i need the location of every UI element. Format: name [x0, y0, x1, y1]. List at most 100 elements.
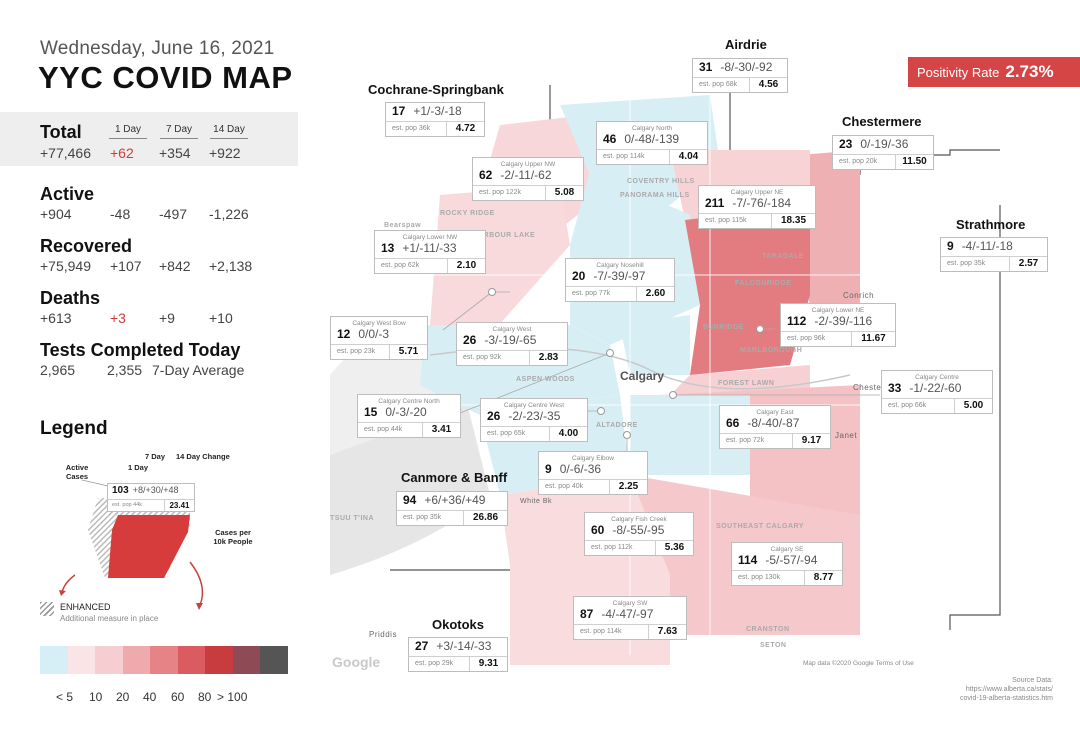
map-label: MARLBOROUGH — [740, 347, 803, 354]
map-label: Janet — [835, 431, 858, 440]
card-change: -4/-11/-18 — [961, 239, 1013, 253]
region-marker[interactable] — [488, 288, 496, 296]
card-calgary-west-bow[interactable]: Calgary West Bow 12 0/0/-3 est. pop 23k 5.… — [330, 316, 428, 360]
card-rate: 26.86 — [463, 511, 507, 525]
total-14day: +922 — [209, 145, 241, 161]
map-attribution[interactable]: Map data ©2020 Google Terms of Use — [803, 660, 914, 667]
card-calgary-centre-north[interactable]: Calgary Centre North 15 0/-3/-20 est. pop… — [357, 394, 461, 438]
card-change: 0/-48/-139 — [624, 132, 680, 146]
region-marker[interactable] — [669, 391, 677, 399]
card-cases: 33 — [888, 381, 902, 395]
card-calgary-centre-west[interactable]: Calgary Centre West 26 -2/-23/-35 est. po… — [480, 398, 588, 442]
card-name: Calgary Centre North — [378, 398, 440, 405]
card-calgary-lower-nw[interactable]: Calgary Lower NW 13 +1/-11/-33 est. pop 6… — [374, 230, 486, 274]
source-url-2[interactable]: covid-19-alberta-statistics.htm — [960, 695, 1053, 702]
card-cochrane[interactable]: 17 +1/-3/-18 est. pop 36k 4.72 — [385, 102, 485, 137]
card-calgary-nosehill[interactable]: Calgary Nosehill 20 -7/-39/-97 est. pop 7… — [565, 258, 675, 302]
card-calgary-elbow[interactable]: Calgary Elbow 9 0/-6/-36 est. pop 40k 2.25 — [538, 451, 648, 495]
card-calgary-west[interactable]: Calgary West 26 -3/-19/-65 est. pop 92k 2.… — [456, 322, 568, 366]
map-label: CRANSTON — [746, 626, 790, 633]
col-divider — [210, 138, 248, 139]
region-marker[interactable] — [606, 349, 614, 357]
card-rate: 2.83 — [529, 351, 567, 365]
card-rate: 11.67 — [851, 332, 895, 346]
google-logo: Google — [332, 654, 381, 670]
card-pop: est. pop 36k — [392, 125, 431, 132]
region-marker[interactable] — [623, 431, 631, 439]
source-data: Source Data: https://www.alberta.ca/stat… — [935, 676, 1053, 703]
region-marker[interactable] — [756, 325, 764, 333]
map-label: SOUTHEAST CALGARY — [716, 523, 804, 530]
card-rate: 18.35 — [771, 214, 815, 228]
card-change: -4/-47/-97 — [601, 607, 654, 621]
enhanced-sub: Additional measure in place — [60, 614, 159, 623]
col-header-14day: 14 Day — [213, 124, 245, 135]
positivity-value: 2.73% — [1005, 62, 1054, 81]
source-url-1[interactable]: https://www.alberta.ca/stats/ — [965, 686, 1053, 693]
card-name: Calgary East — [756, 409, 794, 416]
card-cases: 20 — [572, 269, 586, 283]
card-chestermere[interactable]: 23 0/-19/-36 est. pop 20k 11.50 — [832, 135, 934, 170]
card-calgary-lower-ne[interactable]: Calgary Lower NE 112 -2/-39/-116 est. pop… — [780, 303, 896, 347]
card-canmore-banff[interactable]: 94 +6/+36/+49 est. pop 35k 26.86 — [396, 491, 508, 526]
card-calgary-centre[interactable]: Calgary Centre 33 -1/-22/-60 est. pop 66k… — [881, 370, 993, 414]
total-value: +77,466 — [40, 145, 91, 161]
scale-swatch — [150, 646, 178, 674]
card-calgary-sw[interactable]: Calgary SW 87 -4/-47/-97 est. pop 114k 7.6… — [573, 596, 687, 640]
deaths-7day: +9 — [159, 310, 175, 326]
card-calgary-upper-nw[interactable]: Calgary Upper NW 62 -2/-11/-62 est. pop 1… — [472, 157, 584, 201]
region-lower-nw — [430, 185, 570, 335]
card-rate: 2.25 — [609, 480, 647, 494]
card-cases: 31 — [699, 60, 713, 74]
card-pop: est. pop 96k — [787, 335, 826, 342]
col-divider — [109, 138, 147, 139]
card-calgary-east[interactable]: Calgary East 66 -8/-40/-87 est. pop 72k 9.… — [719, 405, 831, 449]
card-calgary-north[interactable]: Calgary North 46 0/-48/-139 est. pop 114k… — [596, 121, 708, 165]
deaths-value: +613 — [40, 310, 72, 326]
card-cases: 15 — [364, 405, 378, 419]
card-pop: est. pop 44k — [364, 426, 403, 433]
card-pop: est. pop 77k — [572, 290, 611, 297]
legend-cases-per-10k: Cases per 10k People — [213, 528, 253, 546]
card-cases: 62 — [479, 168, 493, 182]
card-calgary-upper-ne[interactable]: Calgary Upper NE 211 -7/-76/-184 est. pop… — [698, 185, 816, 229]
card-change: 0/-3/-20 — [385, 405, 427, 419]
card-calgary-se[interactable]: Calgary SE 114 -5/-57/-94 est. pop 130k 8.… — [731, 542, 843, 586]
total-7day: +354 — [159, 145, 191, 161]
deaths-label: Deaths — [40, 288, 101, 308]
card-name: Calgary North — [631, 125, 673, 132]
map-label: Bearspaw — [384, 222, 422, 229]
card-okotoks[interactable]: 27 +3/-14/-33 est. pop 29k 9.31 — [408, 637, 508, 672]
map-label-calgary: Calgary — [620, 369, 665, 383]
card-cases: 13 — [381, 241, 395, 255]
region-centre-north — [620, 315, 690, 375]
region-marker[interactable] — [597, 407, 605, 415]
card-pop: est. pop 23k — [337, 348, 376, 355]
card-change: -1/-22/-60 — [909, 381, 962, 395]
page-title: YYC COVID MAP — [38, 60, 293, 95]
card-rate: 4.00 — [549, 427, 587, 441]
card-name: Calgary Centre West — [503, 402, 565, 409]
recovered-14day: +2,138 — [209, 258, 253, 274]
positivity-rate-badge: Positivity Rate 2.73% — [908, 57, 1080, 87]
scale-label: < 5 — [56, 690, 74, 704]
card-strathmore[interactable]: 9 -4/-11/-18 est. pop 35k 2.57 — [940, 237, 1048, 272]
card-calgary-fish-creek[interactable]: Calgary Fish Creek 60 -8/-55/-95 est. pop… — [584, 512, 694, 556]
card-name: Calgary Upper NW — [500, 161, 556, 168]
card-change: -8/-55/-95 — [612, 523, 665, 537]
active-14day: -1,226 — [209, 206, 249, 222]
recovered-7day: +842 — [159, 258, 191, 274]
card-pop: est. pop 92k — [463, 354, 502, 361]
map-label: PANORAMA HILLS — [620, 192, 690, 199]
positivity-label: Positivity Rate — [917, 64, 1000, 80]
card-pop: est. pop 35k — [403, 514, 442, 521]
card-rate: 5.71 — [389, 345, 427, 359]
map-label: SUNRIDGE — [703, 324, 744, 331]
card-change: 0/-6/-36 — [559, 462, 602, 476]
deaths-1day: +3 — [110, 310, 126, 326]
card-change: -2/-39/-116 — [814, 314, 873, 328]
color-scale — [40, 646, 288, 674]
card-airdrie[interactable]: 31 -8/-30/-92 est. pop 68k 4.56 — [692, 58, 788, 93]
scale-swatch — [40, 646, 68, 674]
card-change: +6/+36/+49 — [424, 493, 486, 507]
